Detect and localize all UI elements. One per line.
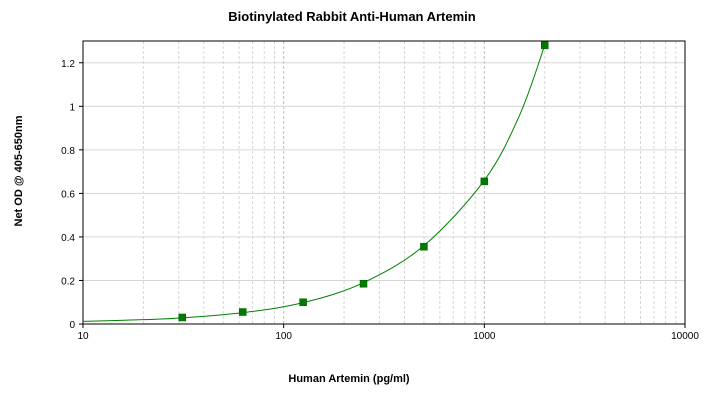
x-tick-label: 10000 <box>671 331 699 342</box>
y-tick-label: 0.6 <box>61 189 75 200</box>
y-tick-label: 0 <box>69 320 75 331</box>
x-tick-label: 1000 <box>473 331 496 342</box>
fit-curve-line <box>82 45 546 322</box>
x-tick-label: 10 <box>77 331 89 342</box>
data-point-marker <box>238 308 247 316</box>
data-point-marker <box>420 242 428 251</box>
y-tick-label: 0.2 <box>61 276 75 287</box>
data-point-marker <box>359 279 368 288</box>
y-tick-label: 1 <box>69 102 75 113</box>
grid-layer <box>83 41 685 324</box>
tick-layer: 10 100 1000 10000 0 0.2 0.4 0.6 0.8 1 1.2 <box>61 59 699 342</box>
data-point-marker <box>178 313 187 322</box>
y-tick-label: 0.4 <box>61 233 75 244</box>
chart-title: Biotinylated Rabbit Anti-Human Artemin <box>228 9 476 24</box>
data-point-marker <box>540 41 549 50</box>
x-tick-label: 100 <box>275 331 292 342</box>
y-tick-label: 1.2 <box>61 59 75 70</box>
plot-frame <box>82 40 686 325</box>
data-point-marker <box>480 177 489 186</box>
data-point-marker <box>299 298 307 306</box>
x-axis-label: Human Artemin (pg/ml) <box>288 373 410 385</box>
y-axis-label: Net OD @ 405-650nm <box>13 115 25 226</box>
points-layer <box>178 41 549 322</box>
curve-layer <box>82 45 546 322</box>
y-tick-label: 0.8 <box>61 146 75 157</box>
